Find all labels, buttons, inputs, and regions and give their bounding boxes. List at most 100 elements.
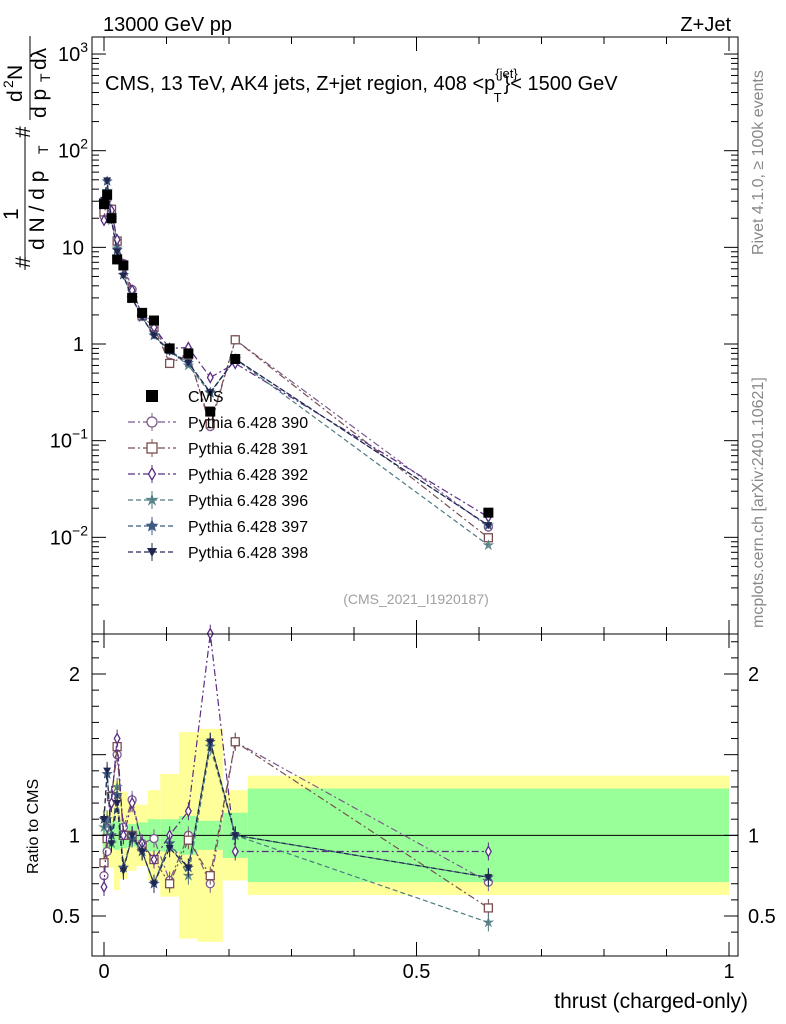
main-point-5-3 <box>113 248 122 256</box>
legend-marker <box>146 416 158 428</box>
main-point-2-10 <box>206 371 214 384</box>
cms-data-point <box>106 213 117 224</box>
cms-data-point <box>102 189 113 200</box>
svg-text:dλ: dλ <box>28 47 51 70</box>
plot-title: CMS, 13 TeV, AK4 jets, Z+jet region, 408… <box>105 66 618 105</box>
ratio-point-5-9 <box>184 864 193 872</box>
y-tick-label: 10 <box>62 237 84 259</box>
ratio-tick-label-right: 0.5 <box>748 906 776 928</box>
ratio-point-2-9 <box>184 804 192 818</box>
ratio-point-1-0 <box>99 858 109 868</box>
ratio-tick-label-left: 0.5 <box>52 906 80 928</box>
legend-marker <box>147 466 157 482</box>
ratio-tick-label-right: 2 <box>748 664 759 686</box>
cms-data-point <box>183 348 194 359</box>
legend-marker <box>146 442 158 454</box>
header-left-title: 13000 GeV pp <box>103 14 232 36</box>
legend-label: Pythia 6.428 390 <box>188 415 308 432</box>
ratio-point-1-12 <box>483 903 494 913</box>
ratio-point-2-12 <box>484 845 492 858</box>
ratio-point-1-9 <box>183 835 194 845</box>
ratio-point-5-2 <box>107 840 116 848</box>
svg-text:d: d <box>4 90 27 102</box>
cms-data-point <box>230 353 241 364</box>
legend: CMS Pythia 6.428 390 Pythia 6.428 391 Pythi… <box>128 389 308 562</box>
ratio-point-2-5 <box>128 796 136 810</box>
ratio-point-1-10 <box>205 871 215 881</box>
cms-data-point <box>127 292 138 303</box>
ratio-point-5-3 <box>113 799 122 808</box>
main-point-5-9 <box>184 359 193 367</box>
main-point-1-8 <box>164 358 175 369</box>
main-y-axis-label: # 1 d N / d p T # d 2 N d p T dλ <box>0 36 53 270</box>
y-tick-label: 1 <box>73 334 84 356</box>
ratio-series-group <box>98 624 495 932</box>
legend-label: Pythia 6.428 397 <box>188 519 308 536</box>
ratio-point-2-7 <box>150 853 158 866</box>
cms-data-point <box>112 254 123 265</box>
x-tick-label: 0 <box>98 961 109 983</box>
legend-marker <box>145 519 159 532</box>
x-tick-label: 0.5 <box>403 961 431 983</box>
ratio-point-1-8 <box>164 879 175 889</box>
main-point-5-7 <box>150 332 158 340</box>
y-tick-label: 102 <box>58 136 88 163</box>
header-right-title: Z+Jet <box>680 14 731 36</box>
svg-text:d p: d p <box>28 89 51 118</box>
ratio-tick-label-left: 2 <box>69 664 80 686</box>
ratio-point-2-11 <box>231 845 239 858</box>
y-tick-label: 10−2 <box>50 522 88 549</box>
ratio-point-0-7 <box>149 833 159 844</box>
legend-label: CMS <box>188 389 224 406</box>
ratio-y-axis-label: Ratio to CMS <box>25 779 42 874</box>
ratio-plot-frame <box>91 633 739 957</box>
svg-text:2: 2 <box>0 80 16 88</box>
ratio-tick-label-right: 1 <box>748 825 759 847</box>
legend-marker <box>145 492 159 506</box>
svg-text:#: # <box>12 126 35 138</box>
main-point-5-1 <box>103 177 112 185</box>
ratio-point-5-1 <box>103 767 112 775</box>
ratio-point-1-11 <box>230 737 240 747</box>
ratio-point-5-6 <box>138 848 147 856</box>
ratio-point-5-4 <box>119 867 128 875</box>
ratio-point-2-3 <box>113 732 121 745</box>
rivet-version-text: Rivet 4.1.0, ≥ 100k events <box>750 70 767 255</box>
svg-text:N: N <box>4 65 27 80</box>
cms-data-point <box>149 315 159 326</box>
y-tick-label: 10−1 <box>50 426 88 453</box>
main-point-5-10 <box>206 389 215 397</box>
axis-ticks <box>92 37 738 956</box>
svg-text:1: 1 <box>0 208 23 220</box>
cms-data-point <box>137 307 148 318</box>
legend-marker <box>146 390 158 402</box>
y-tick-label: 103 <box>58 39 88 66</box>
ratio-point-5-7 <box>150 880 158 888</box>
legend-label: Pythia 6.428 396 <box>188 493 308 510</box>
svg-text:#: # <box>12 256 35 268</box>
legend-label: Pythia 6.428 398 <box>188 545 308 562</box>
cms-data-point <box>483 507 494 518</box>
svg-text:T: T <box>35 145 51 154</box>
cms-data-points <box>99 189 494 518</box>
ratio-point-5-0 <box>100 816 108 824</box>
main-point-5-12 <box>484 522 493 530</box>
main-point-1-11 <box>230 335 240 345</box>
mcplots-credit-text: mcplots.cern.ch [arXiv:2401.10621] <box>750 377 767 628</box>
legend-label: Pythia 6.428 391 <box>188 441 308 458</box>
ratio-point-5-11 <box>231 832 240 840</box>
svg-text:d N / d p: d N / d p <box>26 171 49 250</box>
x-tick-label: 1 <box>723 961 734 983</box>
main-point-1-10 <box>205 419 215 429</box>
x-axis-label: thrust (charged-only) <box>554 990 748 1013</box>
main-series-line-1 <box>103 195 489 539</box>
ratio-tick-label-left: 1 <box>69 825 80 847</box>
ratio-point-5-8 <box>165 845 174 853</box>
cms-data-point <box>99 199 109 210</box>
analysis-id: (CMS_2021_I1920187) <box>343 591 489 607</box>
cms-data-point <box>164 343 175 354</box>
main-point-3-12 <box>482 539 495 551</box>
cms-data-point <box>118 260 129 271</box>
